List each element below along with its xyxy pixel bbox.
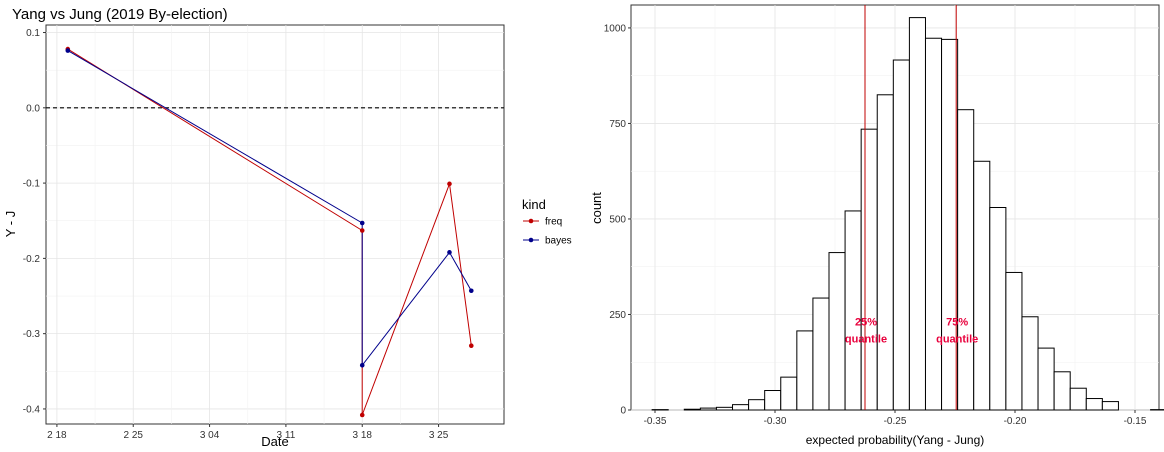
y-tick-label: 0.1: [26, 28, 40, 39]
histogram-bar: [812, 297, 830, 411]
x-tick-label: -0.30: [764, 416, 787, 427]
x-tick-label: 3 04: [200, 430, 220, 441]
quantile-label-text: quantile: [936, 333, 978, 345]
quantile-lines: 25% quantile 75% quantile: [845, 5, 978, 410]
y-axis-label: Y - J: [3, 211, 18, 238]
histogram-bar: [764, 390, 782, 411]
legend-label-bayes: bayes: [545, 236, 572, 247]
histogram-bar: [1037, 347, 1055, 411]
histogram-bar: [957, 109, 975, 411]
series-points: [65, 46, 474, 418]
data-point-freq: [359, 412, 365, 418]
y-tick-label: -0.1: [23, 179, 41, 190]
x-tick-label: -0.35: [644, 416, 667, 427]
x-tick-label: 2 18: [47, 430, 67, 441]
legend: kind freq bayes: [522, 197, 572, 247]
y-tick-label: -0.3: [23, 329, 41, 340]
y-tick-label: 500: [609, 214, 626, 225]
x-tick-label: -0.15: [1124, 416, 1147, 427]
chart-title: Yang vs Jung (2019 By-election): [12, 6, 228, 23]
y-tick-label: -0.4: [23, 404, 41, 415]
histogram-bar: [699, 407, 717, 411]
x-tick-label: -0.20: [1004, 416, 1027, 427]
histogram-bar: [1101, 401, 1119, 411]
data-point-bayes: [447, 250, 452, 255]
histogram-bar: [989, 207, 1007, 411]
histogram-bars: [651, 17, 1164, 411]
legend-entries: freq bayes: [523, 217, 572, 247]
x-axis-ticks: 2 18 2 25 3 04 3 11 3 18 3 25: [47, 424, 449, 441]
histogram-bar: [715, 406, 734, 411]
histogram-bar: [1021, 316, 1039, 411]
histogram-bar: [732, 404, 750, 411]
data-point-bayes: [359, 362, 365, 368]
histogram-bar: [924, 37, 943, 411]
plot-panel: [45, 24, 505, 425]
histogram-bar: [748, 399, 766, 411]
x-axis-label: Date: [261, 434, 288, 449]
data-point-bayes: [359, 220, 365, 226]
data-point-bayes: [468, 288, 474, 294]
histogram-bar: [1085, 398, 1103, 411]
x-tick-label: 3 18: [353, 430, 373, 441]
histogram-bar: [1053, 371, 1071, 411]
y-tick-label: 1000: [604, 23, 627, 34]
legend-label-freq: freq: [545, 217, 562, 228]
histogram-bar: [796, 330, 814, 411]
x-axis-label: expected probability(Yang - Jung): [806, 433, 985, 447]
data-point-freq: [447, 181, 452, 187]
y-axis-ticks: 0 250 500 750 1000: [604, 23, 631, 417]
data-point-bayes: [65, 48, 71, 53]
histogram-bar: [1005, 271, 1023, 411]
histogram-chart: 25% quantile 75% quantile 0 250 500 750 1000 -0…: [590, 4, 1164, 447]
legend-title: kind: [522, 197, 546, 212]
histogram-bar: [1069, 387, 1087, 411]
histogram-bar: [828, 252, 846, 411]
legend-key-point-bayes: [528, 237, 534, 243]
quantile-label-percent: 25%: [855, 316, 877, 328]
data-point-freq: [359, 228, 365, 233]
grid-lines: [46, 25, 504, 424]
histogram-bar: [844, 210, 862, 411]
quantile-label-text: quantile: [845, 333, 887, 345]
histogram-bar: [908, 17, 926, 411]
histogram-bar: [860, 128, 878, 411]
histogram-bar: [973, 160, 991, 411]
y-tick-label: 750: [609, 119, 626, 130]
legend-key-point-freq: [528, 218, 534, 224]
y-tick-label: -0.2: [23, 254, 41, 265]
x-axis-ticks: -0.35 -0.30 -0.25 -0.20 -0.15: [644, 410, 1147, 427]
x-tick-label: 3 11: [277, 430, 296, 441]
x-tick-label: -0.25: [884, 416, 907, 427]
x-tick-label: 2 25: [124, 430, 144, 441]
quantile-label-percent: 75%: [946, 316, 968, 328]
y-axis-label: count: [590, 192, 604, 224]
histogram-bar: [780, 376, 798, 411]
y-tick-label: 0.0: [26, 103, 40, 114]
x-tick-label: 3 25: [429, 430, 449, 441]
line-chart: Yang vs Jung (2019 By-election) 0.1 0.0 -0…: [3, 6, 572, 449]
histogram-bar: [941, 38, 959, 411]
histogram-bar: [892, 59, 910, 411]
y-tick-label: 250: [609, 310, 626, 321]
y-tick-label: 0: [620, 406, 626, 417]
data-point-freq: [468, 343, 474, 349]
y-axis-ticks: 0.1 0.0 -0.1 -0.2 -0.3 -0.4: [23, 28, 46, 415]
histogram-bar: [876, 94, 894, 411]
histogram-bar: [683, 408, 701, 411]
